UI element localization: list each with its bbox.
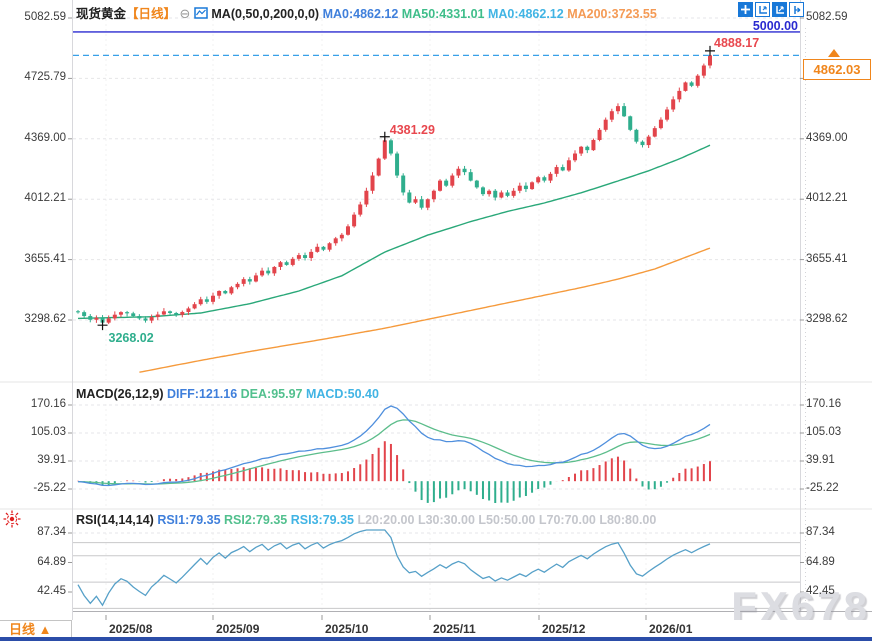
x-axis-label: 2026/01 — [649, 622, 693, 636]
collapse-icon[interactable]: ⊖ — [179, 6, 191, 21]
macd-value-label: MACD:50.40 — [305, 387, 379, 401]
current-price-badge: 4862.03 — [803, 59, 871, 80]
rsi-level-label: L50:50.00 — [478, 513, 539, 527]
left-axis-label: 3298.62 — [24, 313, 66, 325]
ma-values: MA0:4862.12 MA50:4331.01 MA0:4862.12 MA2… — [323, 7, 657, 21]
right-axis-label: 87.34 — [806, 526, 835, 538]
right-axis-label: 42.45 — [806, 585, 835, 597]
left-axis-label: 4725.79 — [24, 71, 66, 84]
left-axis-label: 3655.41 — [24, 252, 66, 265]
macd-values: DIFF:121.16 DEA:95.97 MACD:50.40 — [167, 387, 379, 401]
left-axis-label: 5082.59 — [24, 11, 66, 23]
rsi-level-label: L20:20.00 — [357, 513, 418, 527]
macd-value-label: DIFF:121.16 — [167, 387, 241, 401]
x-axis-label: 2025/11 — [433, 622, 476, 636]
right-axis-label: 4369.00 — [806, 131, 848, 144]
ma-value-label: MA50:4331.01 — [401, 7, 488, 21]
rsi-values: RSI1:79.35 RSI2:79.35 RSI3:79.35 — [157, 513, 357, 527]
axis-scale-icon[interactable] — [755, 2, 770, 17]
x-axis-label: 2025/12 — [542, 622, 586, 636]
right-axis-label: -25.22 — [806, 482, 839, 494]
right-axis-label: 105.03 — [806, 426, 842, 438]
left-axis-label: 4012.21 — [24, 192, 66, 205]
timeframe-tab[interactable]: 日线 ▲ — [0, 620, 72, 637]
alert-line-label[interactable]: 5000.00 — [752, 19, 798, 33]
high-price-label: 4888.17 — [714, 35, 760, 50]
x-axis-label: 2025/09 — [216, 622, 260, 636]
right-axis-label: 4012.21 — [806, 192, 848, 205]
rsi-value-label: RSI2:79.35 — [224, 513, 291, 527]
ma-settings-label: MA(0,50,0,200,0,0) — [211, 7, 320, 21]
right-axis-label: 39.91 — [806, 454, 835, 466]
rsi-value-label: RSI1:79.35 — [157, 513, 225, 527]
left-axis-label: 39.91 — [37, 454, 66, 466]
rsi-value-label: RSI3:79.35 — [290, 513, 358, 527]
macd-value-label: DEA:95.97 — [240, 387, 306, 401]
price-up-arrow-icon — [828, 49, 840, 57]
right-axis-label: 3298.62 — [806, 313, 848, 325]
current-price-value: 4862.03 — [813, 62, 861, 77]
low-price-label: 3268.02 — [108, 331, 154, 346]
main-chart-header: 现货黄金【日线】 ⊖ MA(0,50,0,200,0,0) MA0:4862.1… — [76, 3, 657, 22]
left-axis-label: 105.03 — [30, 426, 66, 438]
peak-price-label: 4381.29 — [389, 122, 435, 137]
time-axis-bar: 日线 ▲ 2025/08 2025/09 2025/10 2025/11 2025/12… — [0, 620, 872, 637]
ma-value-label: MA0:4862.12 — [487, 7, 568, 21]
rsi-level-labels: L20:20.00 L30:30.00 L50:50.00 L70:70.00 … — [357, 513, 656, 527]
left-axis-label: 87.34 — [37, 526, 66, 538]
right-axis-label: 64.89 — [806, 555, 835, 568]
left-axis-label: 4369.00 — [24, 131, 66, 144]
rsi-level-label: L80:80.00 — [599, 513, 657, 527]
pan-right-icon[interactable] — [789, 2, 804, 17]
symbol-name: 现货黄金 — [76, 7, 127, 21]
x-axis-label: 2025/08 — [109, 622, 153, 636]
right-axis-label: 170.16 — [806, 398, 842, 410]
ma-value-label: MA200:3723.55 — [567, 7, 657, 21]
macd-title: MACD(26,12,9) — [76, 387, 164, 401]
timeframe-badge[interactable]: 【日线】 — [126, 7, 177, 21]
bottom-border-strip — [0, 637, 872, 641]
axis-scale-active-icon[interactable] — [772, 2, 787, 17]
left-axis-label: -25.22 — [33, 482, 66, 494]
left-axis-label: 170.16 — [30, 398, 66, 410]
left-axis-label: 42.45 — [37, 585, 66, 597]
indicator-sun-icon[interactable] — [3, 510, 21, 528]
rsi-header: RSI(14,14,14) RSI1:79.35 RSI2:79.35 RSI3… — [76, 513, 656, 527]
rsi-title: RSI(14,14,14) — [76, 513, 154, 527]
ma-chart-icon — [194, 7, 208, 22]
move-crosshair-icon[interactable] — [738, 2, 753, 17]
rsi-level-label: L70:70.00 — [538, 513, 600, 527]
rsi-level-label: L30:30.00 — [417, 513, 479, 527]
right-axis-label: 5082.59 — [806, 11, 848, 23]
right-axis-label: 3655.41 — [806, 252, 848, 265]
left-axis-label: 64.89 — [37, 555, 66, 568]
x-axis-label: 2025/10 — [325, 622, 369, 636]
macd-header: MACD(26,12,9) DIFF:121.16 DEA:95.97 MACD… — [76, 387, 379, 401]
chart-toolbar — [738, 2, 804, 17]
ma-value-label: MA0:4862.12 — [322, 7, 402, 21]
